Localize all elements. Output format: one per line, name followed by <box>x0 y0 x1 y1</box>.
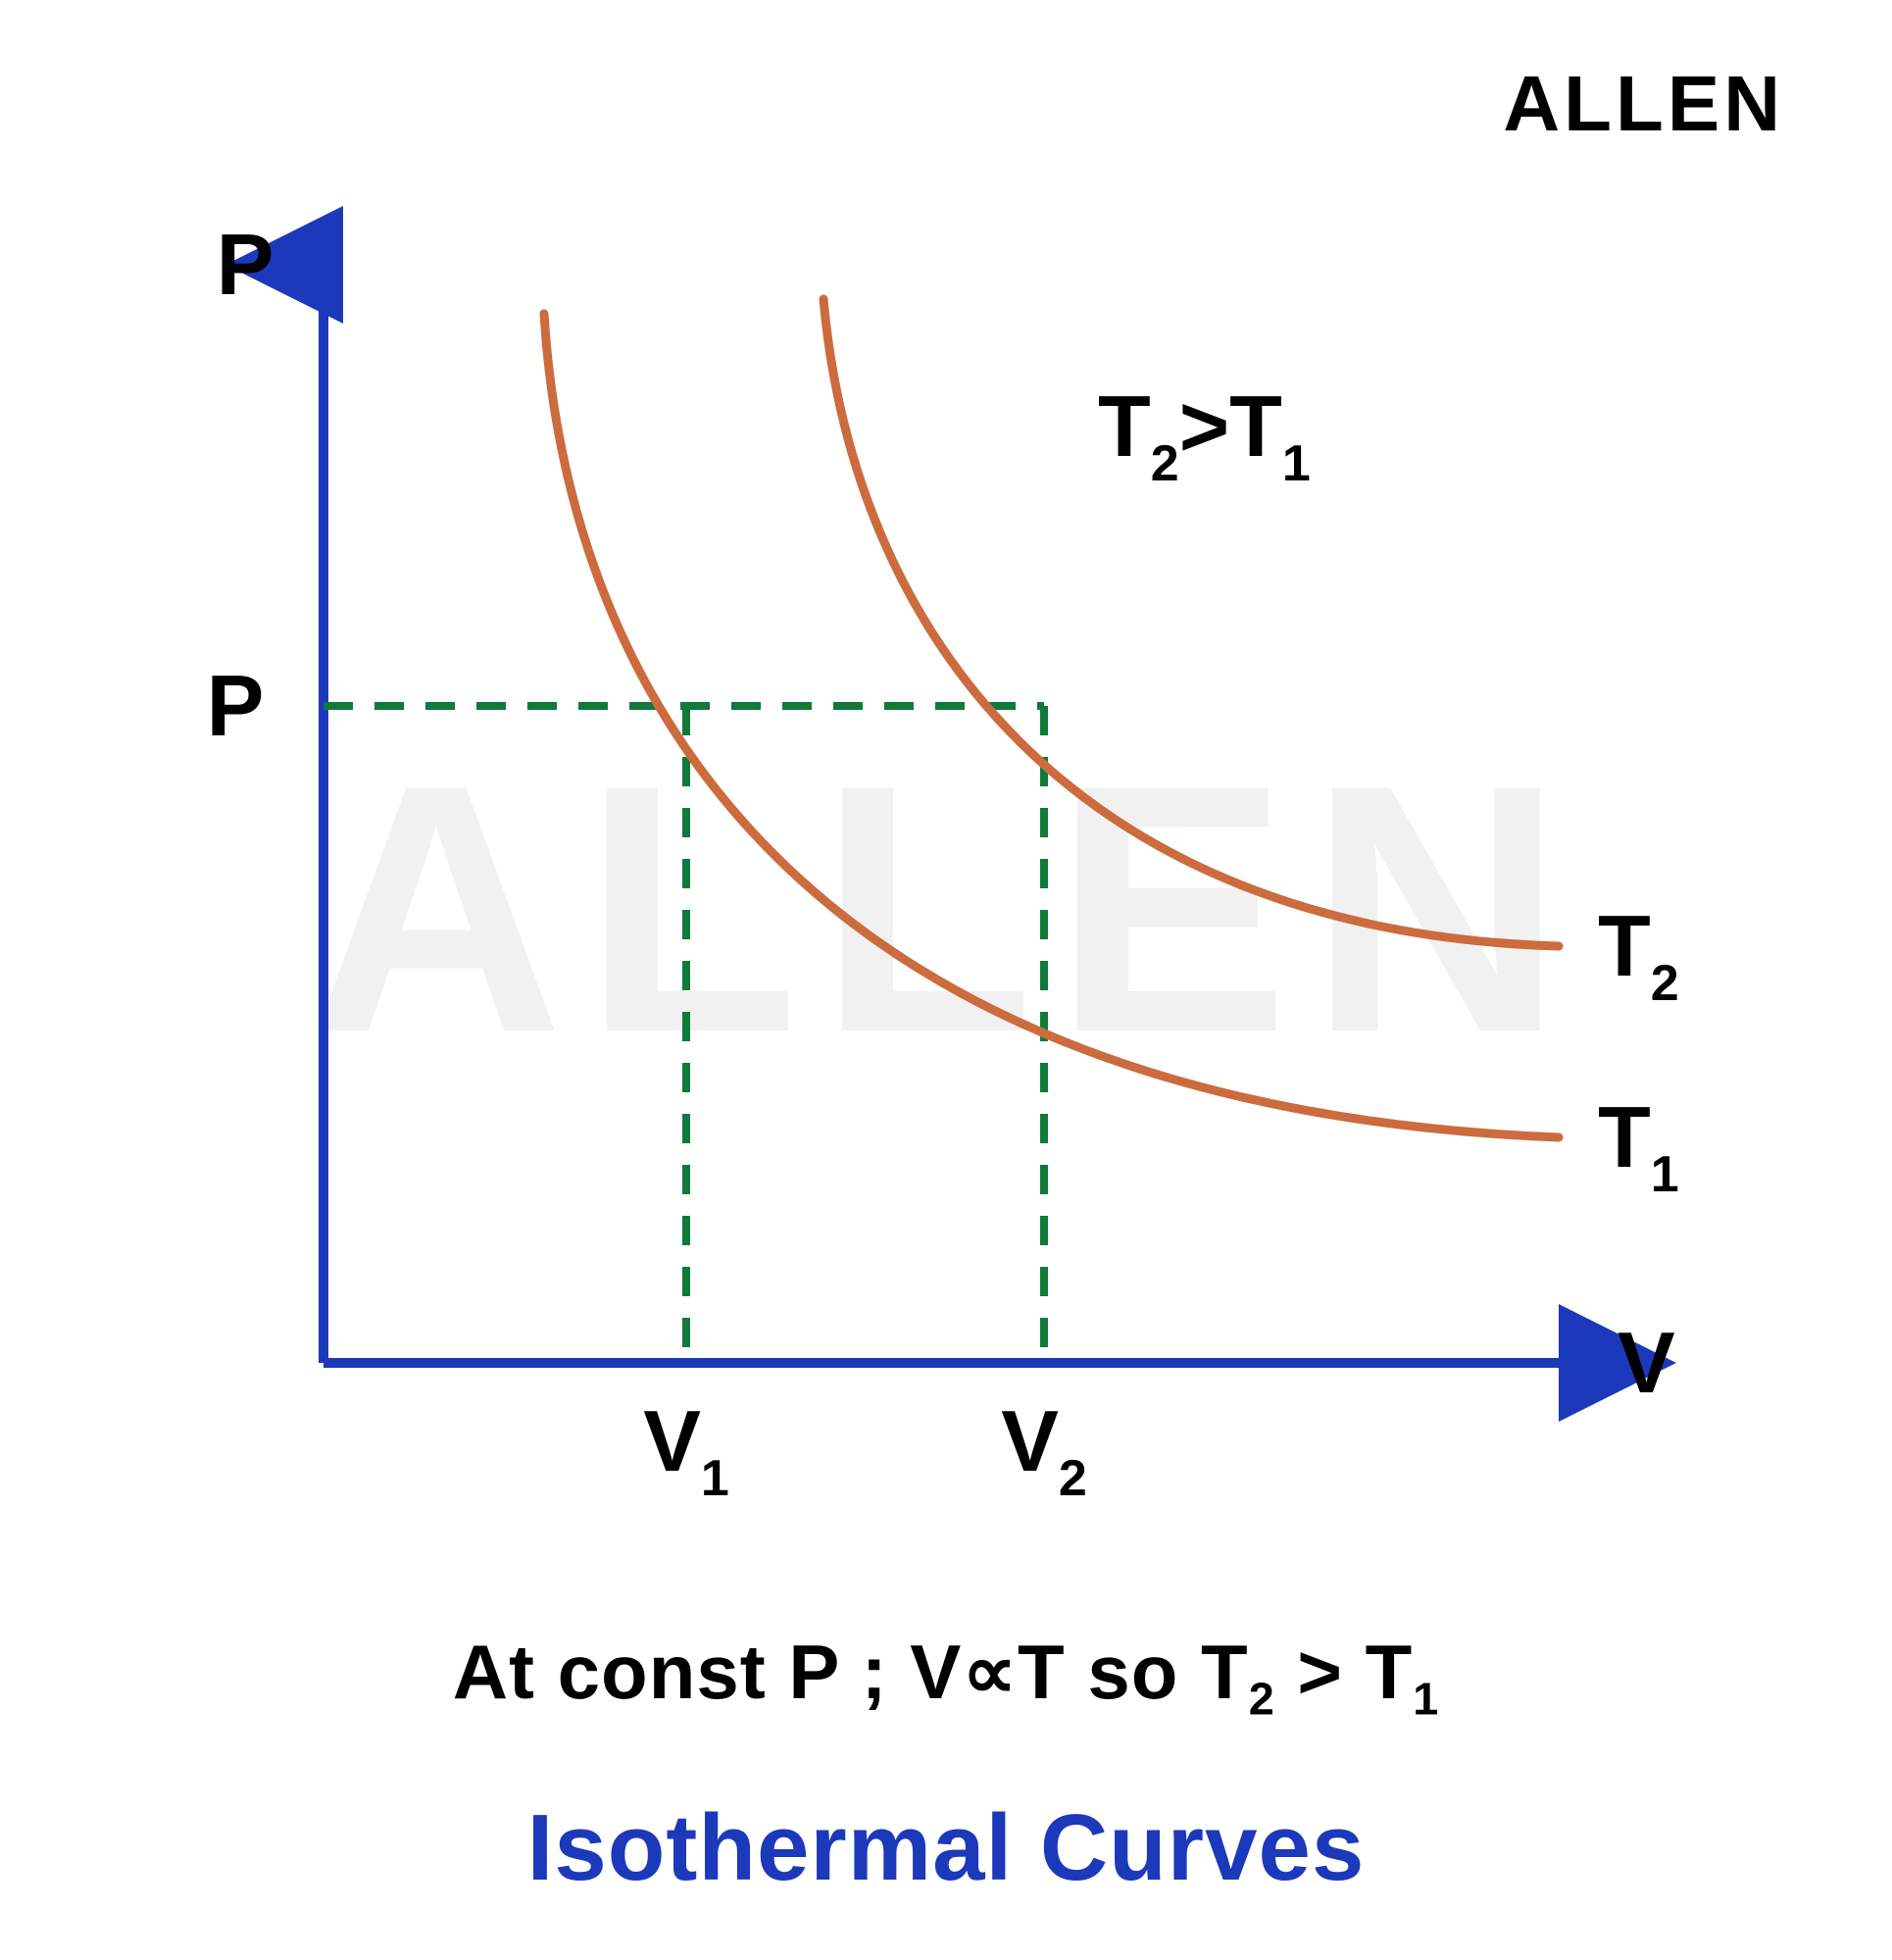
inequality-annotation: T2>T1 <box>1098 377 1311 492</box>
v2-label: V2 <box>1001 1392 1087 1507</box>
curve-t2-label: T2 <box>1598 897 1679 1012</box>
curve-t1-label: T1 <box>1598 1088 1679 1203</box>
p-ref-label: P <box>207 657 265 754</box>
v1-label: V1 <box>643 1392 729 1507</box>
y-axis-label: P <box>217 216 274 313</box>
curve-t1 <box>544 314 1559 1137</box>
diagram-title: Isothermal Curves <box>0 1794 1892 1902</box>
isothermal-diagram: P V P V1 V2 T1 T2 T2>T1 <box>0 0 1892 1569</box>
x-axis-label: V <box>1618 1314 1675 1411</box>
explanation-caption: At const P ; V∝T so T2 > T1 <box>0 1628 1892 1726</box>
